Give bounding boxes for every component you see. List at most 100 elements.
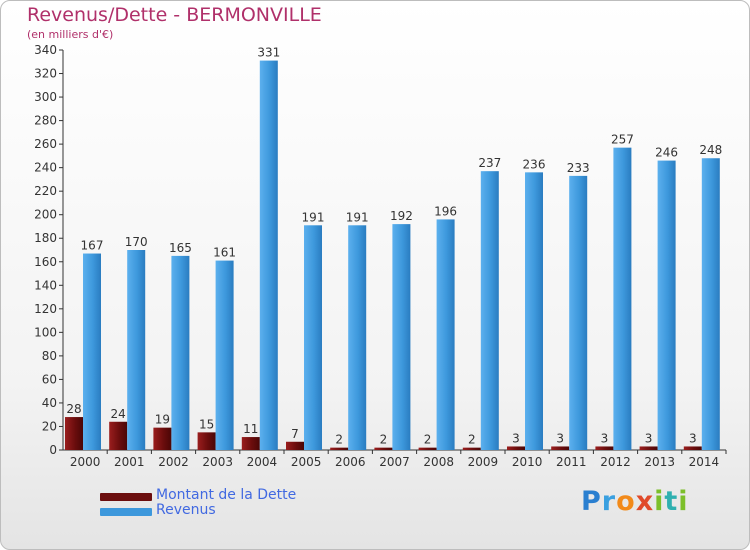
legend-swatch-revenus bbox=[100, 508, 152, 516]
data-label-dette: 3 bbox=[601, 431, 609, 445]
bar-revenus bbox=[657, 160, 676, 450]
bar-dette bbox=[65, 417, 83, 450]
y-tick-label: 120 bbox=[34, 302, 57, 316]
x-tick-label: 2007 bbox=[379, 455, 410, 469]
bar-revenus bbox=[83, 253, 101, 450]
y-tick-label: 160 bbox=[34, 255, 57, 269]
data-label-revenus: 236 bbox=[523, 157, 546, 171]
logo-letter-o: o bbox=[616, 486, 636, 517]
y-tick-label: 80 bbox=[42, 349, 57, 363]
data-label-dette: 2 bbox=[424, 433, 432, 447]
x-tick-label: 2000 bbox=[70, 455, 101, 469]
y-tick-label: 180 bbox=[34, 231, 57, 245]
y-tick-label: 220 bbox=[34, 184, 57, 198]
bar-revenus bbox=[127, 250, 146, 450]
bar-revenus bbox=[701, 158, 720, 450]
data-label-revenus: 196 bbox=[434, 204, 457, 218]
x-tick-label: 2006 bbox=[335, 455, 366, 469]
x-tick-label: 2012 bbox=[600, 455, 631, 469]
y-tick-label: 140 bbox=[34, 278, 57, 292]
data-label-dette: 11 bbox=[243, 422, 258, 436]
data-label-dette: 15 bbox=[199, 417, 214, 431]
y-tick-label: 340 bbox=[34, 43, 57, 57]
bar-revenus bbox=[480, 171, 499, 451]
bar-dette bbox=[153, 427, 172, 450]
logo-letter-t: t bbox=[664, 486, 679, 517]
logo-letter-x: x bbox=[635, 486, 655, 517]
data-label-revenus: 191 bbox=[346, 210, 369, 224]
x-tick-label: 2011 bbox=[556, 455, 587, 469]
data-label-dette: 3 bbox=[556, 431, 564, 445]
x-tick-label: 2004 bbox=[247, 455, 278, 469]
bar-dette bbox=[330, 447, 349, 450]
legend-label-revenus: Revenus bbox=[156, 502, 216, 518]
bar-dette bbox=[683, 446, 702, 450]
data-label-revenus: 170 bbox=[125, 235, 148, 249]
data-label-dette: 2 bbox=[468, 433, 476, 447]
data-label-revenus: 167 bbox=[81, 239, 104, 253]
data-label-revenus: 165 bbox=[169, 241, 192, 255]
bar-revenus bbox=[171, 255, 190, 450]
data-label-revenus: 248 bbox=[699, 143, 722, 157]
bar-dette bbox=[462, 447, 481, 450]
chart-subtitle: (en milliers d'€) bbox=[27, 28, 114, 41]
data-label-revenus: 257 bbox=[611, 133, 634, 147]
data-label-dette: 24 bbox=[111, 407, 126, 421]
y-tick-label: 280 bbox=[34, 114, 57, 128]
logo-letter-i: i bbox=[654, 486, 665, 517]
y-tick-label: 40 bbox=[42, 396, 57, 410]
y-tick-label: 260 bbox=[34, 137, 57, 151]
legend-label-dette: Montant de la Dette bbox=[156, 487, 297, 503]
data-label-dette: 19 bbox=[155, 413, 170, 427]
x-tick-label: 2002 bbox=[158, 455, 189, 469]
data-label-dette: 3 bbox=[689, 431, 697, 445]
x-tick-label: 2014 bbox=[689, 455, 720, 469]
bar-dette bbox=[507, 446, 525, 450]
bar-dette bbox=[109, 421, 128, 450]
bar-revenus bbox=[569, 175, 588, 450]
y-tick-label: 60 bbox=[42, 372, 57, 386]
logo-letter-p: P bbox=[581, 486, 602, 517]
data-label-revenus: 246 bbox=[655, 146, 678, 160]
y-tick-label: 200 bbox=[34, 208, 57, 222]
data-label-dette: 2 bbox=[335, 433, 343, 447]
data-label-revenus: 331 bbox=[257, 46, 280, 60]
bar-dette bbox=[286, 441, 304, 450]
x-tick-label: 2001 bbox=[114, 455, 145, 469]
data-label-dette: 28 bbox=[66, 402, 81, 416]
bar-dette bbox=[374, 447, 393, 450]
x-tick-label: 2003 bbox=[202, 455, 233, 469]
data-label-revenus: 233 bbox=[567, 161, 590, 175]
logo-letter-i2: i bbox=[678, 486, 689, 517]
data-label-revenus: 191 bbox=[302, 210, 325, 224]
bar-revenus bbox=[392, 224, 411, 450]
x-tick-label: 2005 bbox=[291, 455, 322, 469]
data-label-dette: 7 bbox=[291, 427, 299, 441]
y-tick-label: 0 bbox=[49, 443, 57, 457]
y-tick-label: 20 bbox=[42, 419, 57, 433]
bar-revenus bbox=[259, 60, 278, 451]
y-tick-label: 240 bbox=[34, 161, 57, 175]
bar-revenus bbox=[304, 225, 322, 450]
bar-revenus bbox=[215, 260, 234, 450]
bar-dette bbox=[241, 437, 260, 450]
legend-swatch-dette bbox=[100, 493, 152, 501]
bar-revenus bbox=[436, 219, 455, 450]
bar-revenus bbox=[525, 172, 543, 450]
y-tick-label: 100 bbox=[34, 325, 57, 339]
data-label-dette: 2 bbox=[380, 433, 388, 447]
bar-revenus bbox=[348, 225, 367, 450]
data-label-revenus: 237 bbox=[478, 156, 501, 170]
y-tick-label: 320 bbox=[34, 67, 57, 81]
bar-dette bbox=[551, 446, 570, 450]
x-tick-label: 2008 bbox=[423, 455, 454, 469]
data-label-revenus: 161 bbox=[213, 246, 236, 260]
bar-dette bbox=[418, 447, 437, 450]
data-label-dette: 3 bbox=[645, 431, 653, 445]
data-label-revenus: 192 bbox=[390, 209, 413, 223]
x-tick-label: 2009 bbox=[468, 455, 499, 469]
bar-dette bbox=[639, 446, 658, 450]
y-tick-label: 300 bbox=[34, 90, 57, 104]
logo-letter-r: r bbox=[601, 486, 617, 517]
